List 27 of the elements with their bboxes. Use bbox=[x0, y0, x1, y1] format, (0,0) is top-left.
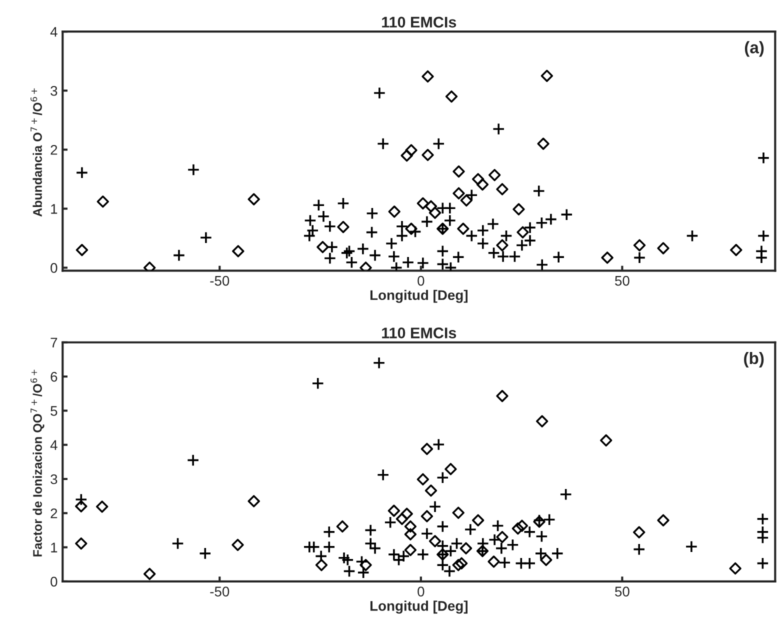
y-tick-label: 5 bbox=[50, 406, 58, 416]
x-tick-label: 50 bbox=[615, 586, 630, 597]
y-axis-title: Abundancia O$^{7+}$/O$^{6+}$ bbox=[30, 88, 42, 217]
y-tick-label: 3 bbox=[50, 86, 58, 96]
y-tick-label: 2 bbox=[50, 144, 58, 155]
x-tick-label: -50 bbox=[210, 586, 230, 597]
x-axis-title: Longitud [Deg] bbox=[370, 600, 468, 614]
y-tick-label: 1 bbox=[51, 204, 58, 214]
y-tick-label: 0 bbox=[50, 576, 58, 587]
y-tick-label: 7 bbox=[50, 338, 58, 348]
y-tick-label: 0 bbox=[50, 263, 58, 273]
x-axis-title: Longitud [Deg] bbox=[370, 290, 468, 303]
x-tick-label: 0 bbox=[418, 276, 424, 286]
y-tick-label: 6 bbox=[50, 372, 58, 382]
annotation: (a) bbox=[744, 41, 764, 57]
y-tick-label: 1 bbox=[51, 542, 58, 552]
x-tick-label: 50 bbox=[615, 276, 630, 286]
annotation: (b) bbox=[744, 352, 764, 368]
x-tick-label: -50 bbox=[210, 276, 230, 286]
chart-title: 110 EMCIs bbox=[382, 16, 456, 28]
y-tick-label: 3 bbox=[50, 474, 58, 484]
y-tick-label: 2 bbox=[50, 508, 58, 518]
y-tick-label: 4 bbox=[50, 440, 58, 450]
y-tick-label: 4 bbox=[50, 27, 58, 37]
chart-title: 110 EMCIs bbox=[382, 328, 456, 338]
x-tick-label: 0 bbox=[418, 586, 424, 597]
y-axis-title: Factor de Ionizacion QO$^{7+}$/O$^{6+}$ bbox=[30, 370, 44, 556]
